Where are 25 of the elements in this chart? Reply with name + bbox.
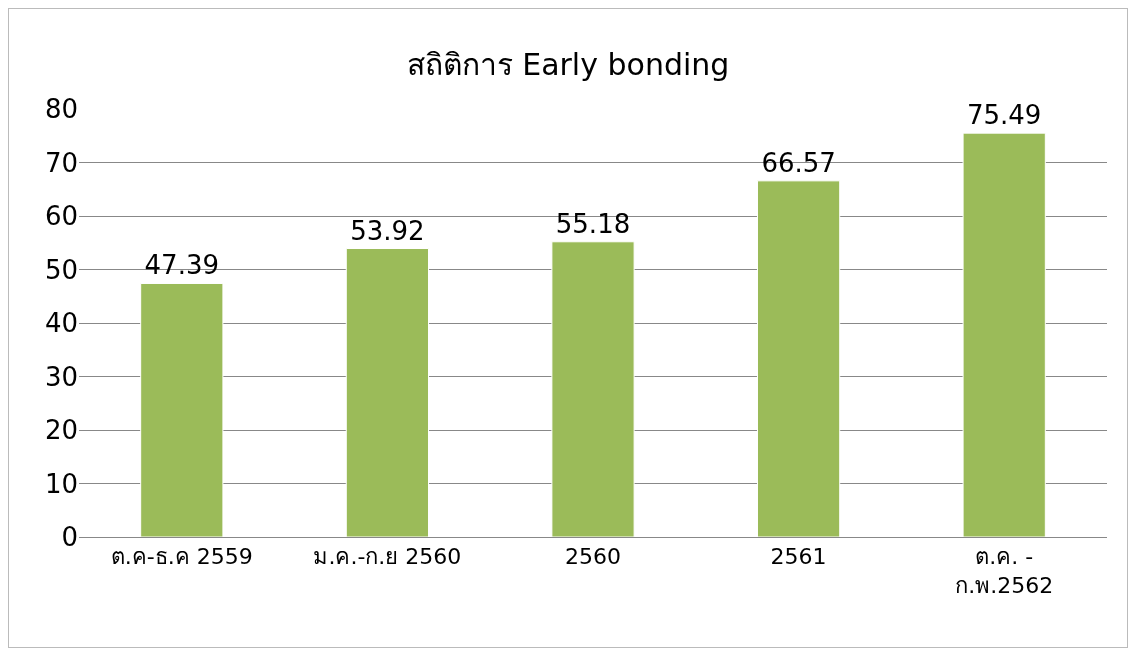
y-tick-label: 10 xyxy=(44,468,78,499)
x-tick-label: 2560 xyxy=(565,544,621,570)
bar xyxy=(962,132,1046,537)
data-label: 47.39 xyxy=(144,250,220,281)
data-label: 55.18 xyxy=(555,208,631,239)
chart-title: สถิติการ Early bonding xyxy=(406,46,730,82)
bar xyxy=(551,241,635,537)
x-tick-label: ต.ค-ธ.ค 2559 xyxy=(110,544,253,570)
y-tick-label: 60 xyxy=(44,201,78,232)
bar xyxy=(345,248,430,537)
x-tick-label: ต.ค. - ก.พ.2562 xyxy=(955,544,1054,598)
y-tick-label: 70 xyxy=(44,147,78,178)
data-label: 75.49 xyxy=(966,100,1042,131)
y-tick-label: 0 xyxy=(61,522,78,553)
data-label: 53.92 xyxy=(350,215,425,246)
y-tick-label: 80 xyxy=(44,94,78,125)
y-tick-label: 20 xyxy=(44,415,78,446)
y-tick-label: 50 xyxy=(44,254,78,285)
data-label: 66.57 xyxy=(761,147,836,178)
x-tick-label: 2561 xyxy=(770,544,827,570)
y-tick-label: 40 xyxy=(44,308,78,339)
x-tick-label: ม.ค.-ก.ย 2560 xyxy=(313,544,462,570)
bar xyxy=(140,282,224,537)
bar xyxy=(756,180,841,537)
y-tick-label: 30 xyxy=(44,361,78,392)
